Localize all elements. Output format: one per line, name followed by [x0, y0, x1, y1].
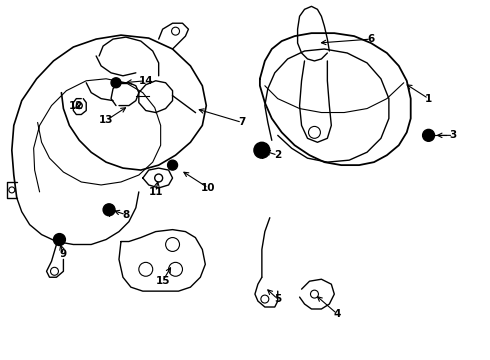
Text: 7: 7 — [238, 117, 245, 127]
Text: 13: 13 — [99, 116, 113, 126]
Text: 11: 11 — [148, 187, 163, 197]
Text: 8: 8 — [122, 210, 129, 220]
Text: 12: 12 — [69, 100, 84, 111]
Text: 10: 10 — [201, 183, 216, 193]
Text: 6: 6 — [368, 34, 375, 44]
Circle shape — [111, 78, 121, 88]
Text: 2: 2 — [274, 150, 281, 160]
Text: 14: 14 — [139, 76, 153, 86]
Text: 15: 15 — [155, 276, 170, 286]
Text: 5: 5 — [274, 294, 281, 304]
Text: 3: 3 — [450, 130, 457, 140]
Circle shape — [422, 129, 435, 141]
Text: 1: 1 — [425, 94, 432, 104]
Text: 9: 9 — [60, 249, 67, 260]
Circle shape — [53, 234, 65, 246]
Circle shape — [103, 204, 115, 216]
Circle shape — [254, 142, 270, 158]
Circle shape — [168, 160, 177, 170]
Text: 4: 4 — [334, 309, 341, 319]
